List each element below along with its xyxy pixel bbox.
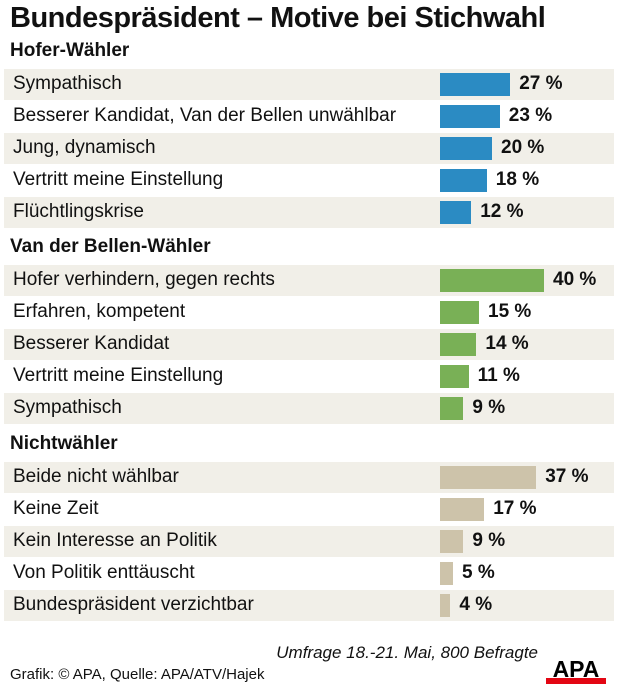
value-label: 14 %	[485, 333, 529, 354]
bar	[440, 137, 492, 160]
bar	[440, 466, 537, 489]
category-label: Sympathisch	[13, 397, 122, 418]
bar-row: Erfahren, kompetent 15 %	[4, 297, 614, 328]
bar-row: Besserer Kandidat, Van der Bellen unwähl…	[4, 101, 614, 132]
value-label: 9 %	[472, 530, 506, 551]
bar-row: Besserer Kandidat 14 %	[4, 329, 614, 360]
category-label: Hofer verhindern, gegen rechts	[13, 269, 275, 290]
section-header: Van der Bellen-Wähler	[10, 236, 211, 257]
bar	[440, 201, 472, 224]
bar-row: Beide nicht wählbar 37 %	[4, 462, 614, 493]
bar-row: Bundespräsident verzichtbar 4 %	[4, 590, 614, 621]
bar-row: Von Politik enttäuscht 5 %	[4, 558, 614, 589]
value-label: 40 %	[553, 269, 597, 290]
value-label: 4 %	[459, 594, 493, 615]
value-label: 20 %	[501, 137, 545, 158]
value-label: 17 %	[493, 498, 537, 519]
bar	[440, 365, 469, 388]
bar	[440, 333, 477, 356]
category-label: Jung, dynamisch	[13, 137, 156, 158]
category-label: Sympathisch	[13, 73, 122, 94]
bar-row: Keine Zeit 17 %	[4, 494, 614, 525]
category-label: Besserer Kandidat	[13, 333, 170, 354]
category-label: Vertritt meine Einstellung	[13, 169, 224, 190]
bar	[440, 73, 511, 96]
bar-row: Vertritt meine Einstellung 11 %	[4, 361, 614, 392]
svg-text:APA: APA	[553, 657, 600, 682]
bar	[440, 562, 453, 585]
chart-title: Bundespräsident – Motive bei Stichwahl	[10, 2, 546, 34]
apa-logo: APA	[546, 657, 606, 684]
survey-note: Umfrage 18.-21. Mai, 800 Befragte	[276, 643, 538, 662]
value-label: 37 %	[545, 466, 589, 487]
category-label: Vertritt meine Einstellung	[13, 365, 224, 386]
bar	[440, 530, 464, 553]
bar-row: Kein Interesse an Politik 9 %	[4, 526, 614, 557]
bar	[440, 594, 451, 617]
bar	[440, 269, 544, 292]
bar	[440, 105, 500, 128]
source-credit: Grafik: © APA, Quelle: APA/ATV/Hajek	[10, 666, 265, 683]
bar-row: Flüchtlingskrise 12 %	[4, 197, 614, 228]
bar	[440, 397, 464, 420]
value-label: 11 %	[477, 365, 520, 386]
category-label: Keine Zeit	[13, 498, 99, 519]
bar	[440, 301, 479, 324]
bar-row: Jung, dynamisch 20 %	[4, 133, 614, 164]
value-label: 12 %	[480, 201, 524, 222]
value-label: 27 %	[519, 73, 563, 94]
value-label: 18 %	[495, 169, 540, 190]
category-label: Erfahren, kompetent	[13, 301, 186, 322]
bar-row: Hofer verhindern, gegen rechts 40 %	[4, 265, 614, 296]
category-label: Kein Interesse an Politik	[13, 530, 217, 551]
category-label: Beide nicht wählbar	[13, 466, 179, 487]
category-label: Bundespräsident verzichtbar	[13, 594, 254, 615]
value-label: 15 %	[488, 301, 532, 322]
category-label: Von Politik enttäuscht	[13, 562, 195, 583]
value-label: 5 %	[462, 562, 495, 583]
value-label: 9 %	[472, 397, 506, 418]
category-label: Besserer Kandidat, Van der Bellen unwähl…	[13, 105, 397, 126]
section-header: Hofer-Wähler	[10, 40, 130, 61]
section-header: Nichtwähler	[10, 433, 118, 454]
category-label: Flüchtlingskrise	[13, 201, 144, 222]
bar-row: Sympathisch 9 %	[4, 393, 614, 424]
bar	[440, 169, 487, 192]
value-label: 23 %	[508, 105, 553, 126]
bar	[440, 498, 485, 521]
bar-row: Sympathisch 27 %	[4, 69, 614, 100]
bar-row: Vertritt meine Einstellung 18 %	[4, 165, 614, 196]
